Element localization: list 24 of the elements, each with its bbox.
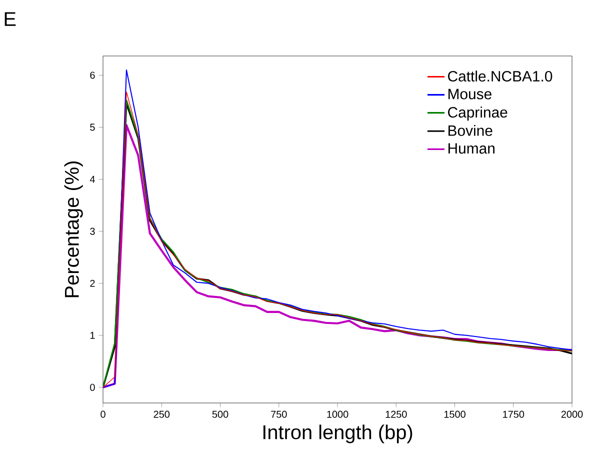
x-tick-label: 1750: [503, 410, 524, 418]
x-tick-label: 1250: [386, 410, 407, 418]
y-tick-label: 0: [90, 384, 95, 391]
x-axis-title: Intron length (bp): [263, 424, 412, 444]
y-tick-label: 5: [90, 124, 95, 131]
legend-label: Mouse: [448, 88, 492, 100]
legend-label: Caprinae: [448, 106, 508, 121]
y-tick-label: 4: [90, 176, 95, 183]
y-tick-label: 6: [90, 72, 95, 79]
x-tick-label: 2000: [561, 410, 583, 418]
x-tick-label: 1000: [327, 410, 348, 418]
legend-label: Cattle.NCBA1.0: [448, 70, 552, 82]
x-tick-label: 500: [212, 410, 228, 418]
y-tick-label: 1: [90, 332, 95, 339]
y-tick-label: 2: [90, 280, 95, 287]
x-tick-label: 750: [271, 410, 287, 418]
legend-label: Human: [448, 143, 494, 154]
y-axis-title: Percentage (%): [64, 162, 83, 298]
text: E: [4, 12, 16, 26]
x-tick-label: 1500: [444, 410, 466, 418]
x-tick-label: 250: [154, 410, 170, 418]
x-tick-label: 0: [100, 410, 106, 418]
y-tick-label: 3: [90, 228, 95, 235]
legend-label: Bovine: [448, 124, 492, 136]
